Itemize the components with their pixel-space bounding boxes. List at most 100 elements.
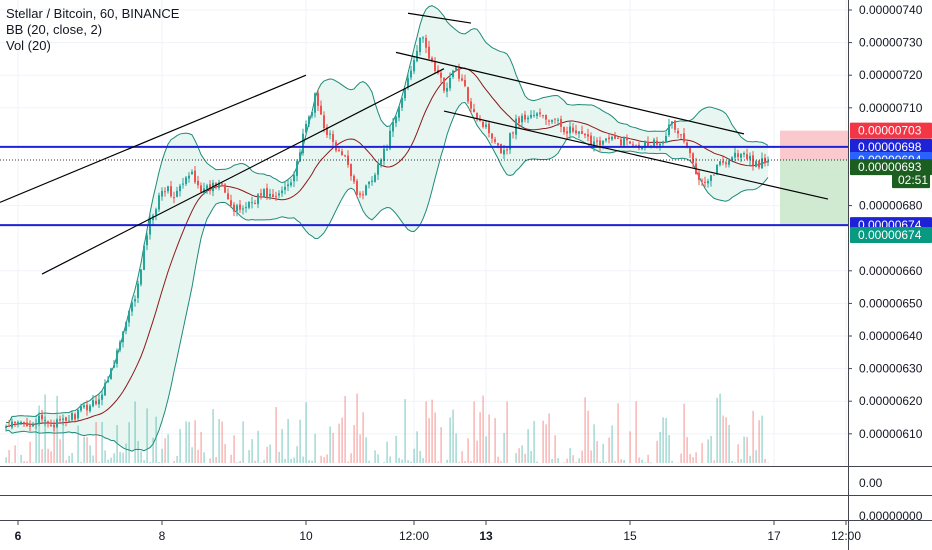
candle-body [458, 68, 460, 79]
candle-body [446, 87, 448, 92]
volume-bar [302, 456, 304, 463]
price-axis[interactable]: 0.00000740 0.00000730 0.00000720 0.00000710… [848, 3, 932, 523]
price-tick-label: 0.00000660 [859, 264, 923, 278]
volume-bar [605, 461, 607, 463]
candle-body [236, 205, 238, 212]
candle-body [8, 425, 10, 427]
volume-bar [146, 408, 148, 463]
volume-bar [95, 422, 97, 463]
candle-body [746, 154, 748, 159]
candle-body [188, 175, 190, 179]
candle-body [302, 133, 304, 154]
candle-body [704, 181, 706, 183]
volume-bar [332, 432, 334, 463]
candle-body [404, 88, 406, 99]
volume-bar [191, 447, 193, 463]
horizontal-lines[interactable] [0, 145, 848, 227]
candle-body [623, 137, 625, 146]
candle-body [560, 119, 562, 127]
volume-bar [98, 462, 100, 463]
volume-bar [737, 444, 739, 463]
volume-bar [587, 410, 589, 463]
volume-bar [710, 435, 712, 463]
time-tick-label: 6 [15, 529, 22, 543]
volume-bar [65, 460, 67, 463]
candle-body [548, 120, 550, 122]
volume-bar [257, 430, 259, 463]
volume-bar [569, 448, 571, 463]
volume-bar [383, 462, 385, 463]
volume-bar [275, 407, 277, 463]
volume-bar [38, 405, 40, 463]
candle-body [482, 121, 484, 127]
volume-bar [176, 455, 178, 463]
volume-bar [575, 462, 577, 463]
candle-body [620, 139, 622, 146]
volume-bar [161, 448, 163, 463]
volume-bar [122, 452, 124, 463]
time-tick-label: 12:00 [399, 529, 429, 543]
symbol-title[interactable]: Stellar / Bitcoin, 60, BINANCE [6, 6, 180, 21]
candle-body [116, 350, 118, 364]
volume-bar [143, 460, 145, 463]
candle-body [629, 141, 631, 144]
candle-body [257, 194, 259, 205]
volume-bar [686, 437, 688, 463]
candle-body [350, 163, 352, 177]
volume-indicator-label[interactable]: Vol (20) [6, 38, 51, 53]
volume-bar [47, 448, 49, 463]
candle-body [761, 158, 763, 169]
volume-bar [203, 452, 205, 463]
candle-body [230, 200, 232, 206]
candle-body [179, 185, 181, 192]
candle-body [680, 134, 682, 136]
price-badge-label: 02:51 [898, 173, 928, 187]
volume-bar [329, 426, 331, 463]
volume-bar [119, 451, 121, 463]
candle-body [224, 184, 226, 193]
candle-body [23, 422, 25, 424]
volume-bar [446, 459, 448, 463]
volume-bar [116, 425, 118, 463]
volume-bar [548, 413, 550, 463]
candle-body [29, 425, 31, 427]
candle-body [734, 152, 736, 158]
candle-body [425, 37, 427, 48]
candle-body [455, 67, 457, 70]
volume-bar [719, 393, 721, 463]
trendlines[interactable] [0, 12, 829, 275]
volume-bar [584, 397, 586, 463]
candle-body [278, 193, 280, 196]
price-tick-label: 0.00000620 [859, 394, 923, 408]
candle-body [470, 101, 472, 109]
volume-bar [260, 462, 262, 463]
volume-bar [680, 453, 682, 463]
volume-bar [158, 461, 160, 463]
volume-bar [485, 436, 487, 463]
volume-bar [566, 458, 568, 463]
bb-indicator-label[interactable]: BB (20, close, 2) [6, 22, 103, 37]
volume-bar [620, 459, 622, 463]
candle-body [677, 130, 679, 134]
candle-body [110, 368, 112, 379]
candle-body [290, 182, 292, 186]
volume-bar [401, 459, 403, 463]
volume-bar [722, 415, 724, 463]
volume-bar [755, 450, 757, 463]
candle-body [245, 207, 247, 209]
volume-bar [542, 420, 544, 463]
candle-body [656, 140, 658, 145]
candle-body [260, 193, 262, 196]
candle-body [266, 188, 268, 198]
volume-bar [233, 435, 235, 463]
candle-body [272, 194, 274, 198]
candle-body [506, 149, 508, 151]
candle-body [275, 196, 277, 198]
price-tick-label: 0.00000630 [859, 362, 923, 376]
price-badge [850, 138, 932, 155]
volume-bar [554, 435, 556, 463]
candle-body [26, 422, 28, 427]
candle-body [686, 142, 688, 148]
